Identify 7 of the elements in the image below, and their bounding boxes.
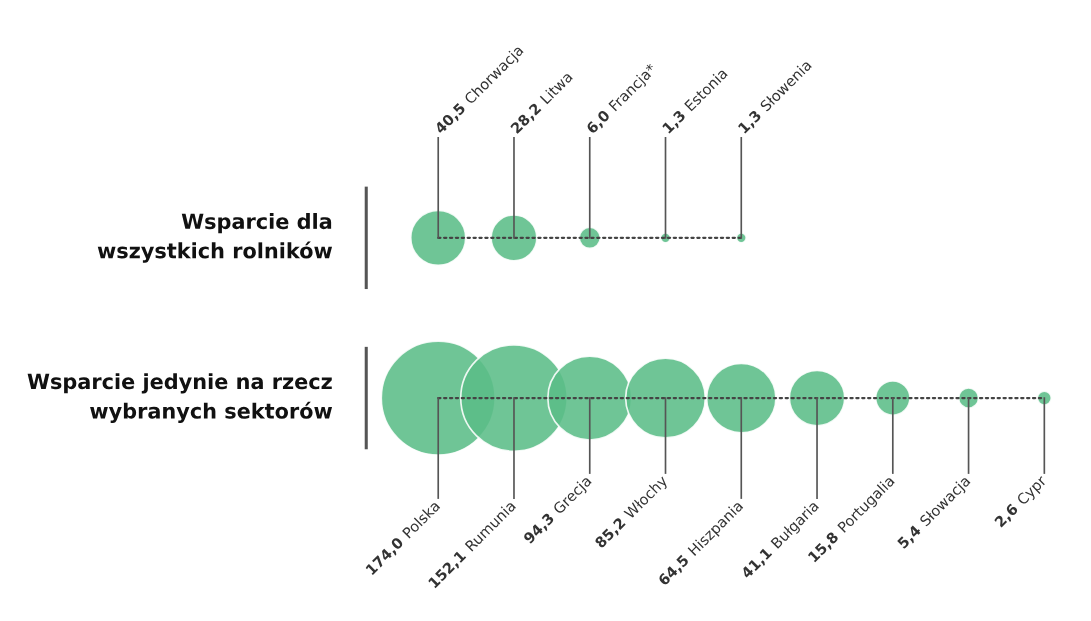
data-label: 6,0 (585, 109, 612, 136)
data-label: 1,3 (661, 109, 688, 135)
data-label: 5,4 (896, 524, 923, 551)
text: Wsparcie jedynie na rzecz wybranych sektorów (27, 373, 333, 423)
data-label: 1,3 (737, 109, 764, 135)
text: Wsparcie dla wszystkich rolników (97, 213, 333, 263)
data-label: 2,6 (993, 502, 1020, 529)
